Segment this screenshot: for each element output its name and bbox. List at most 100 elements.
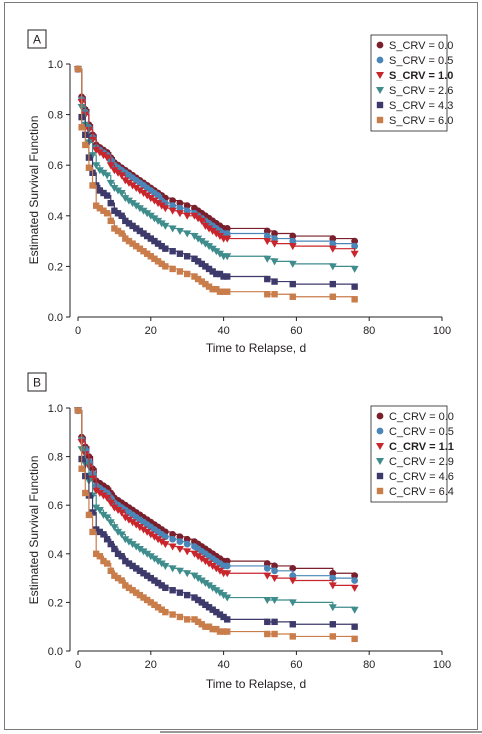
data-point bbox=[100, 207, 107, 214]
data-point bbox=[92, 147, 101, 155]
data-point bbox=[191, 255, 198, 263]
legend-marker bbox=[376, 458, 384, 465]
data-point bbox=[99, 169, 108, 177]
data-point bbox=[85, 164, 93, 171]
series-6 bbox=[74, 407, 358, 643]
data-point bbox=[128, 541, 137, 549]
x-tick-label: 60 bbox=[290, 325, 302, 337]
legend: S_CRV = 0.0 S_CRV = 0.5 S_CRV = 1.0 S_CRV =… bbox=[370, 34, 453, 132]
data-point bbox=[205, 623, 213, 630]
legend-marker bbox=[376, 41, 384, 49]
data-point bbox=[118, 577, 125, 584]
data-point bbox=[162, 245, 169, 252]
data-point bbox=[198, 278, 205, 285]
data-point bbox=[103, 560, 111, 567]
data-point bbox=[263, 596, 272, 604]
data-point bbox=[329, 621, 336, 628]
data-point bbox=[121, 536, 130, 544]
data-point bbox=[351, 283, 358, 290]
series-1 bbox=[74, 65, 359, 245]
legend-label: S_CRV = 6.0 bbox=[389, 115, 453, 127]
data-point bbox=[351, 635, 358, 643]
data-point bbox=[169, 197, 177, 205]
data-point bbox=[219, 592, 228, 600]
data-point bbox=[143, 250, 151, 257]
data-point bbox=[202, 601, 209, 609]
data-point bbox=[197, 555, 206, 563]
data-point bbox=[110, 167, 119, 175]
data-point bbox=[205, 560, 214, 568]
data-point bbox=[89, 182, 96, 189]
data-point bbox=[263, 255, 272, 263]
data-point bbox=[140, 248, 147, 255]
data-point bbox=[133, 225, 140, 232]
data-point bbox=[158, 582, 165, 589]
data-point bbox=[271, 630, 278, 638]
data-point bbox=[194, 258, 202, 265]
data-point bbox=[328, 582, 337, 590]
series-5 bbox=[74, 65, 358, 290]
data-point bbox=[351, 572, 359, 580]
data-point bbox=[95, 167, 104, 175]
data-point bbox=[176, 199, 184, 207]
data-point bbox=[270, 240, 279, 248]
data-point bbox=[223, 235, 232, 243]
data-point bbox=[205, 283, 213, 290]
data-point bbox=[271, 235, 278, 242]
data-point bbox=[135, 545, 144, 553]
data-point bbox=[95, 149, 104, 157]
panel-label-box bbox=[27, 29, 47, 49]
y-tick-label: 0.4 bbox=[48, 549, 63, 561]
data-point bbox=[157, 538, 166, 546]
chart-panel-a: A 0 20 40 60 80 100 0.0 0.2 0.4 0.6 0.8 1.0 Time to R… bbox=[27, 29, 453, 355]
data-point bbox=[78, 465, 85, 472]
data-point bbox=[139, 190, 148, 198]
data-point bbox=[329, 235, 337, 242]
data-point bbox=[118, 553, 125, 560]
data-point bbox=[150, 533, 159, 541]
data-point bbox=[161, 562, 170, 570]
data-point bbox=[135, 187, 144, 195]
data-point bbox=[133, 565, 140, 572]
data-point bbox=[143, 572, 151, 579]
legend-marker bbox=[376, 472, 384, 480]
data-point bbox=[92, 487, 101, 495]
data-point bbox=[114, 528, 123, 536]
data-point bbox=[111, 545, 118, 553]
data-point bbox=[114, 187, 123, 195]
data-point bbox=[129, 222, 136, 230]
data-point bbox=[176, 538, 184, 546]
data-point bbox=[208, 562, 217, 570]
legend-marker bbox=[376, 56, 384, 64]
data-point bbox=[194, 275, 202, 283]
data-point bbox=[208, 245, 217, 253]
data-point bbox=[216, 270, 224, 278]
data-point bbox=[106, 179, 115, 187]
data-point bbox=[82, 141, 89, 149]
data-point bbox=[139, 548, 148, 556]
data-point bbox=[132, 543, 141, 551]
data-point bbox=[151, 255, 158, 263]
data-point bbox=[183, 212, 192, 220]
data-point bbox=[124, 179, 133, 187]
data-point bbox=[201, 222, 210, 230]
data-point bbox=[176, 204, 184, 212]
data-point bbox=[198, 621, 205, 628]
data-point bbox=[183, 202, 191, 210]
series-line bbox=[78, 409, 356, 639]
data-point bbox=[351, 623, 358, 630]
data-point bbox=[175, 567, 184, 575]
data-point bbox=[158, 242, 165, 250]
data-point bbox=[95, 507, 104, 515]
data-point bbox=[150, 555, 159, 563]
data-point bbox=[194, 215, 203, 223]
data-point bbox=[158, 606, 165, 613]
x-tick-label: 100 bbox=[433, 659, 451, 671]
data-point bbox=[135, 524, 144, 532]
x-axis-title: Time to Relapse, d bbox=[206, 677, 306, 691]
data-point bbox=[106, 162, 115, 170]
series-6 bbox=[74, 65, 358, 303]
data-point bbox=[154, 536, 163, 544]
data-point bbox=[329, 574, 337, 582]
data-point bbox=[100, 531, 107, 538]
